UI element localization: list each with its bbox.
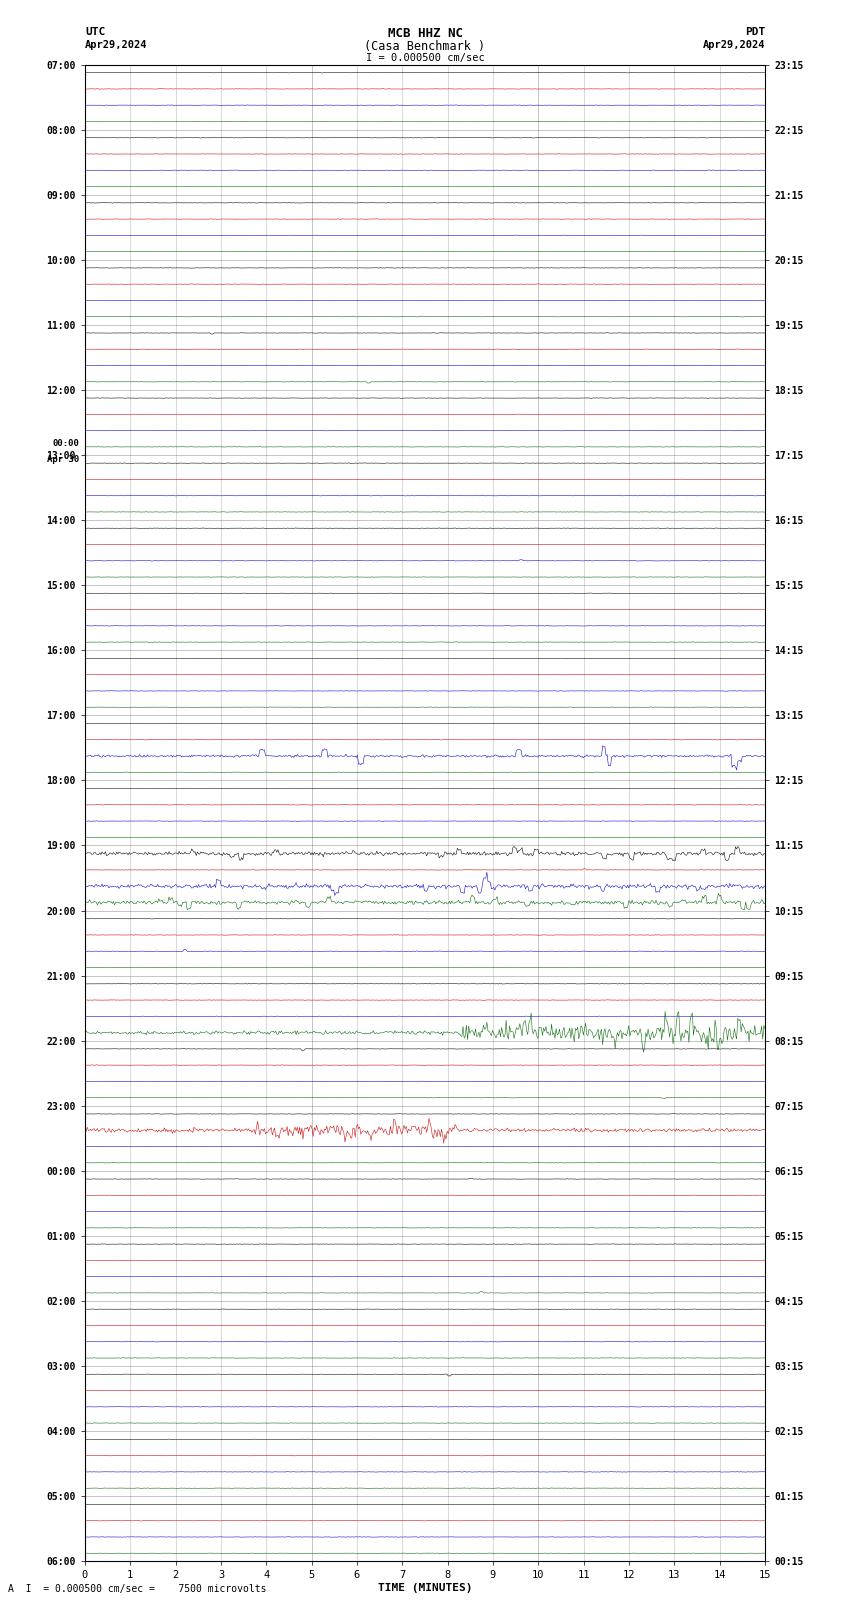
Text: UTC: UTC <box>85 27 105 37</box>
Text: Apr 30: Apr 30 <box>48 455 80 465</box>
X-axis label: TIME (MINUTES): TIME (MINUTES) <box>377 1584 473 1594</box>
Text: (Casa Benchmark ): (Casa Benchmark ) <box>365 40 485 53</box>
Text: Apr29,2024: Apr29,2024 <box>702 40 765 50</box>
Text: PDT: PDT <box>745 27 765 37</box>
Text: Apr29,2024: Apr29,2024 <box>85 40 148 50</box>
Text: A  I  = 0.000500 cm/sec =    7500 microvolts: A I = 0.000500 cm/sec = 7500 microvolts <box>8 1584 267 1594</box>
Text: MCB HHZ NC: MCB HHZ NC <box>388 27 462 40</box>
Text: 00:00: 00:00 <box>53 439 80 447</box>
Text: I = 0.000500 cm/sec: I = 0.000500 cm/sec <box>366 53 484 63</box>
